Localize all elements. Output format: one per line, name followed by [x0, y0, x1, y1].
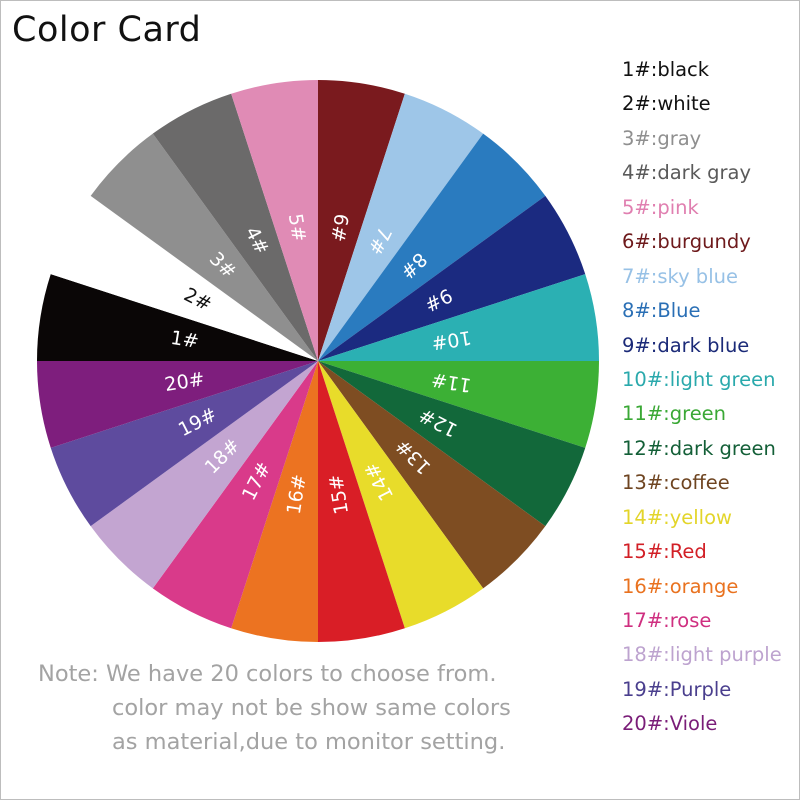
- legend-item-4: 4#:dark gray: [622, 161, 752, 185]
- legend-item-19: 19#:Purple: [622, 677, 732, 701]
- legend-item-11: 11#:green: [622, 402, 727, 426]
- legend-item-15: 15#:Red: [622, 540, 707, 564]
- wheel-label-5: 5#: [284, 212, 310, 243]
- wheel-segment-20: [37, 361, 318, 448]
- note-line-2: color may not be show same colors: [112, 695, 511, 721]
- legend-item-8: 8#:Blue: [622, 299, 701, 323]
- wheel-segment-8: [318, 133, 546, 361]
- legend-item-13: 13#:coffee: [622, 471, 730, 495]
- legend-item-12: 12#:dark green: [622, 436, 776, 460]
- legend-item-16: 16#:orange: [622, 574, 739, 598]
- wheel-segment-18: [90, 361, 318, 589]
- wheel-segment-12: [318, 361, 586, 527]
- wheel-label-6: 6#: [326, 212, 352, 243]
- legend-item-17: 17#:rose: [622, 609, 712, 632]
- legend-item-7: 7#:sky blue: [622, 264, 738, 288]
- legend-item-2: 2#:white: [622, 92, 711, 116]
- wheel-segment-4: [152, 93, 318, 362]
- note: Note: We have 20 colors to choose from. …: [38, 657, 511, 759]
- page-title: Color Card: [12, 10, 202, 50]
- wheel-segment-1: [37, 274, 318, 361]
- wheel-segment-10: [318, 274, 599, 361]
- wheel-segment-14: [318, 361, 484, 629]
- wheel-segment-9: [318, 195, 586, 361]
- legend-item-1: 1#:black: [622, 58, 710, 81]
- legend-item-10: 10#:light green: [622, 367, 776, 391]
- wheel-segment-13: [318, 361, 546, 589]
- wheel-segment-7: [318, 93, 484, 362]
- wheel-segment-11: [318, 361, 599, 448]
- wheel-segment-2: [50, 195, 319, 361]
- note-line-3: as material,due to monitor setting.: [112, 729, 506, 755]
- legend-item-18: 18#:light purple: [622, 643, 782, 667]
- wheel-segment-16: [231, 361, 318, 642]
- legend-item-20: 20#:Viole: [622, 712, 718, 736]
- color-legend: 1#:black 2#:white 3#:gray 4#:dark gray 5#:pi…: [622, 55, 782, 744]
- wheel-segment-3: [90, 133, 318, 361]
- legend-item-3: 3#:gray: [622, 126, 702, 150]
- legend-item-5: 5#:pink: [622, 195, 699, 219]
- wheel-segment-6: [318, 80, 405, 361]
- wheel-segment-5: [231, 80, 318, 361]
- legend-item-9: 9#:dark blue: [622, 333, 750, 357]
- wheel-label-1: 1#: [169, 327, 200, 353]
- legend-item-14: 14#:yellow: [622, 505, 732, 529]
- note-line-1: Note: We have 20 colors to choose from.: [38, 661, 497, 687]
- wheel-segment-17: [152, 361, 318, 629]
- wheel-segment-19: [50, 361, 319, 527]
- legend-item-6: 6#:burgundy: [622, 230, 751, 254]
- wheel-segment-15: [318, 361, 405, 642]
